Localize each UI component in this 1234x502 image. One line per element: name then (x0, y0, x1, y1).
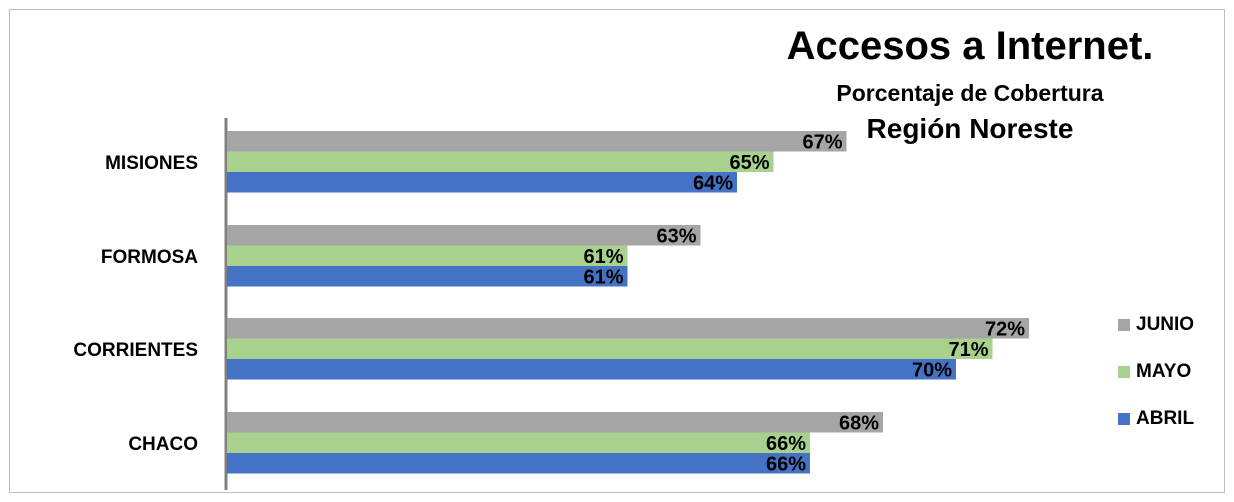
category-label-misiones: MISIONES (105, 153, 198, 174)
data-label-junio-chaco: 68% (839, 413, 879, 435)
legend-label-abril: ABRIL (1136, 408, 1194, 430)
category-label-corrientes: CORRIENTES (73, 340, 198, 361)
legend-item-abril: ABRIL (1118, 409, 1194, 429)
legend: JUNIO MAYO ABRIL (1118, 315, 1194, 456)
bar-mayo-formosa (227, 246, 628, 267)
bar-abril-formosa (227, 266, 628, 287)
legend-swatch-mayo (1118, 366, 1130, 378)
data-label-junio-corrientes: 72% (985, 319, 1025, 341)
bar-mayo-misiones (227, 152, 774, 173)
bar-abril-misiones (227, 172, 737, 193)
bar-mayo-chaco (227, 433, 810, 454)
category-label-chaco: CHACO (128, 434, 198, 455)
data-label-junio-formosa: 63% (656, 226, 696, 248)
legend-label-junio: JUNIO (1136, 314, 1194, 336)
bar-junio-chaco (227, 412, 883, 433)
bar-abril-corrientes (227, 359, 956, 380)
bar-junio-misiones (227, 131, 847, 152)
data-label-abril-corrientes: 70% (912, 360, 952, 382)
bar-abril-chaco (227, 453, 810, 474)
legend-item-mayo: MAYO (1118, 362, 1194, 382)
data-label-mayo-chaco: 66% (766, 433, 806, 455)
data-label-mayo-misiones: 65% (729, 152, 769, 174)
bar-junio-corrientes (227, 318, 1029, 339)
legend-item-junio: JUNIO (1118, 315, 1194, 335)
bar-mayo-corrientes (227, 339, 993, 360)
legend-label-mayo: MAYO (1136, 361, 1191, 383)
legend-swatch-abril (1118, 413, 1130, 425)
bar-junio-formosa (227, 225, 701, 246)
data-label-abril-chaco: 66% (766, 454, 806, 476)
data-label-mayo-formosa: 61% (583, 246, 623, 268)
category-label-formosa: FORMOSA (101, 247, 198, 268)
data-label-abril-misiones: 64% (693, 173, 733, 195)
legend-swatch-junio (1118, 319, 1130, 331)
data-label-mayo-corrientes: 71% (948, 339, 988, 361)
data-label-abril-formosa: 61% (583, 267, 623, 289)
data-label-junio-misiones: 67% (802, 132, 842, 154)
